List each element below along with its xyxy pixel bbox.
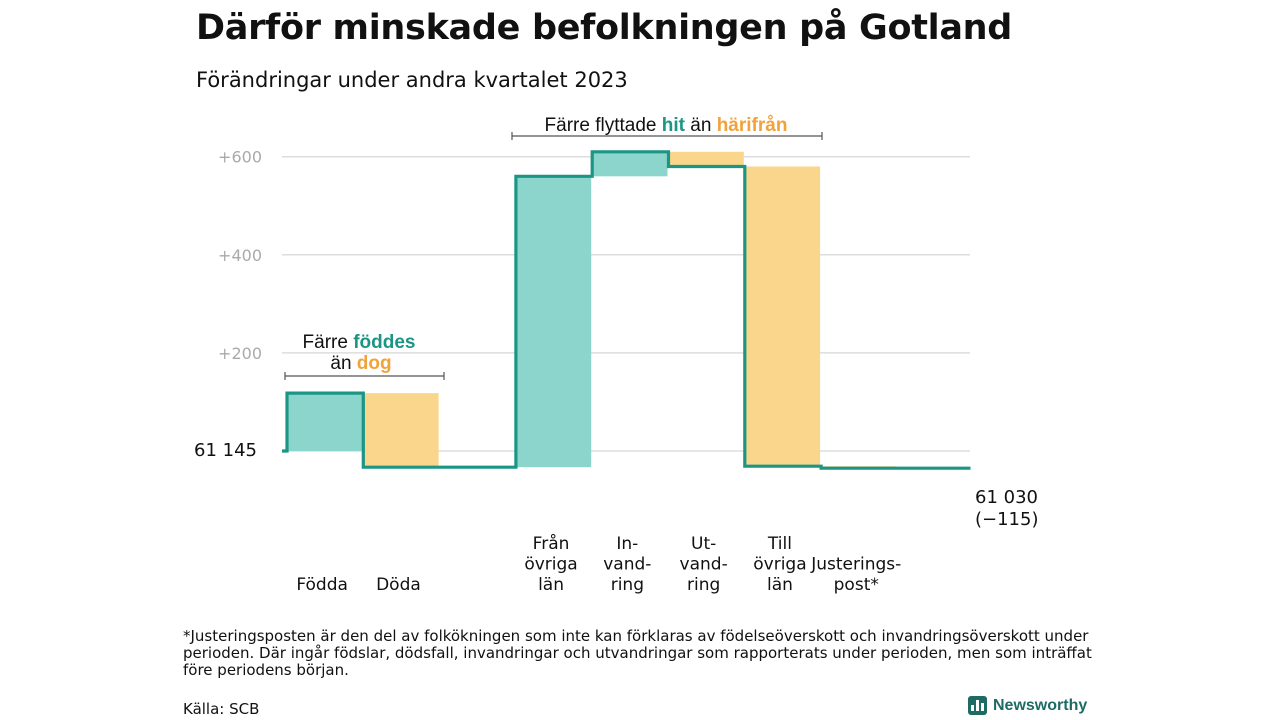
waterfall-chart: +200 +400 +600 Födda Döda Från övriga län In-va… [194,115,1038,595]
waterfall-bar [744,166,821,467]
migration-annotation-middle: än [690,115,711,136]
y-tick-label: +400 [218,246,262,265]
x-tick-label: Ut-vand-ring [680,534,728,595]
source-label: Källa: SCB [183,700,260,718]
y-tick-label: +200 [218,344,262,363]
population-step-line [282,150,971,470]
births-annotation: Färre föddes än dog [284,332,445,380]
bar-chart-icon [968,696,987,715]
births-annotation-highlight: föddes [353,332,415,353]
x-tick-label: Födda [296,575,348,595]
births-annotation-prefix: Färre [303,332,348,353]
start-value-label: 61 145 [194,440,257,461]
migration-annotation-prefix: Färre flyttade [545,115,657,136]
end-change-label: (−115) [975,509,1038,530]
deaths-annotation-prefix: än [330,353,351,374]
x-tick-label: In-vand-ring [603,534,651,595]
y-axis: +200 +400 +600 [218,148,262,363]
births-annotation-bracket [284,372,445,380]
x-tick-label: Justerings-post* [810,555,901,596]
waterfall-bar [592,151,668,177]
migration-annotation-text: Färre flyttade hit än härifrån [545,115,788,136]
step-line-layer [282,150,971,470]
x-tick-label: Döda [376,575,421,595]
end-value-label: 61 030 [975,487,1038,508]
chart-title: Därför minskade befolkningen på Gotland [196,8,1013,48]
x-tick-label: Från övriga län [524,533,577,595]
migration-annotation: Färre flyttade hit än härifrån [511,115,823,140]
births-annotation-line2: än dog [330,353,391,374]
brand-logo: Newsworthy [968,696,1087,715]
footnote: *Justeringsposten är den del av folkökni… [183,627,1092,679]
migration-annotation-bracket [511,132,823,140]
brand-name: Newsworthy [993,696,1088,714]
migration-annotation-highlight-out: härifrån [717,115,788,136]
y-tick-label: +600 [218,148,262,167]
waterfall-bar [515,176,592,468]
deaths-annotation-highlight: dog [357,353,392,374]
waterfall-bar [668,151,744,167]
migration-annotation-highlight-in: hit [662,115,686,136]
x-tick-label: Till övriga län [753,534,806,595]
chart-subtitle: Förändringar under andra kvartalet 2023 [196,68,628,92]
births-annotation-line1: Färre föddes [303,332,416,353]
x-axis-labels: Födda Döda Från övriga län In-vand-ring Ut-van… [296,533,901,595]
waterfall-bar [363,393,439,468]
waterfall-bar [287,393,363,451]
bars [287,151,897,469]
